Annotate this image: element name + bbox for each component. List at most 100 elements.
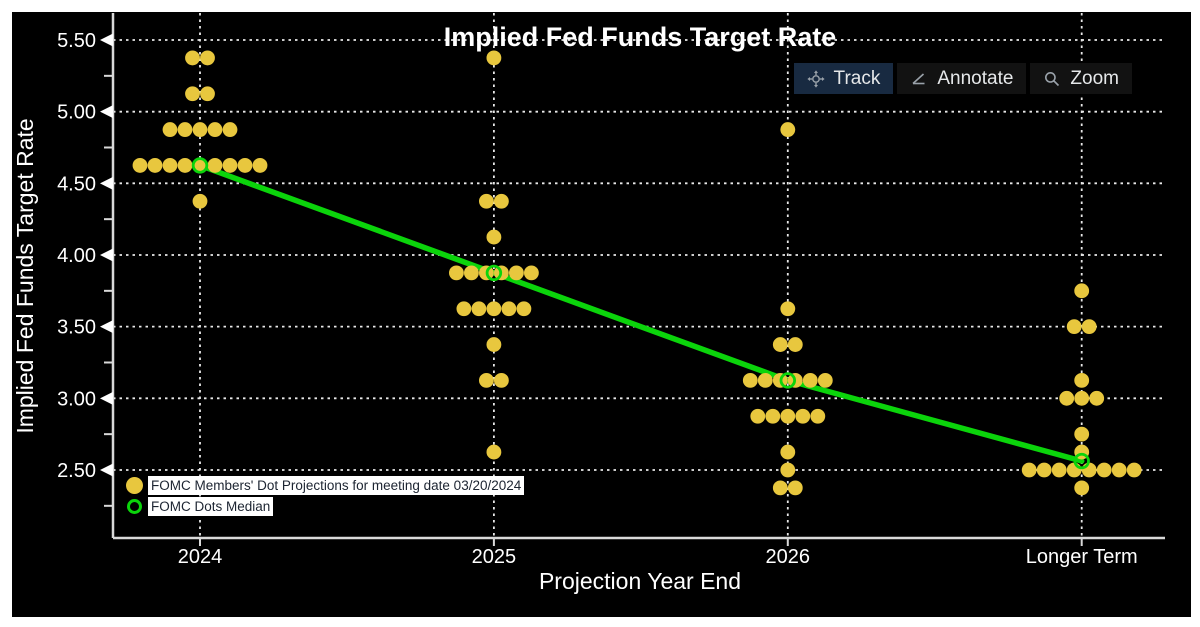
track-button-label: Track [833, 67, 881, 89]
projection-dot [1021, 462, 1037, 478]
projection-dot [494, 193, 509, 209]
projection-dot [479, 373, 494, 388]
projection-dot [222, 122, 238, 137]
projection-dot [1089, 390, 1105, 406]
projection-dot [147, 158, 163, 173]
projection-dot [780, 444, 796, 460]
projection-dot [780, 122, 796, 137]
y-tick-arrow [100, 176, 113, 190]
projection-dot [1074, 390, 1090, 406]
projection-dot [200, 86, 215, 102]
y-tick-arrow [100, 33, 113, 47]
projection-dot [765, 408, 781, 424]
projection-dot [252, 158, 268, 173]
projection-dot [1051, 462, 1067, 478]
projection-dot [486, 229, 502, 245]
projection-dot [509, 265, 524, 281]
projection-dot [222, 158, 238, 173]
x-axis-title: Projection Year End [539, 568, 741, 594]
y-tick-arrow [100, 248, 113, 262]
legend-item-dots-median[interactable]: FOMC Dots Median [125, 496, 524, 516]
projection-dot [162, 122, 178, 137]
projection-dot [1074, 283, 1090, 299]
projection-dot [471, 301, 487, 317]
x-tick-label: 2024 [178, 546, 223, 568]
chart-title: Implied Fed Funds Target Rate [444, 22, 837, 52]
track-button[interactable]: Track [793, 63, 894, 94]
median-ring [1073, 452, 1090, 470]
median-ring [779, 372, 797, 389]
zoom-button-label: Zoom [1070, 67, 1119, 89]
y-tick-arrow [100, 105, 113, 119]
projection-dot [177, 158, 193, 173]
annotate-button-label: Annotate [937, 67, 1014, 89]
projection-dot [486, 444, 502, 460]
projection-dot [456, 301, 472, 317]
y-axis-title: Implied Fed Funds Target Rate [12, 118, 38, 433]
projection-dot [1111, 462, 1127, 478]
annotate-button[interactable]: Annotate [897, 63, 1027, 94]
projection-dot [802, 373, 818, 388]
legend-item-label: FOMC Members' Dot Projections for meetin… [148, 475, 525, 495]
projection-dot [192, 122, 208, 137]
projection-dot [464, 265, 479, 281]
x-tick-label: 2025 [472, 546, 517, 568]
projection-dot [494, 373, 509, 388]
magnifier-icon [1045, 71, 1060, 86]
y-tick-arrow [100, 320, 113, 334]
y-tick-arrow [100, 391, 113, 405]
crosshair-icon [806, 69, 825, 88]
projection-dot [757, 373, 773, 388]
projection-dot [207, 158, 223, 173]
projection-dot [787, 480, 803, 496]
projection-dot [750, 408, 766, 424]
projection-dot [1074, 426, 1090, 442]
yellow-dot-legend-marker [125, 476, 144, 494]
projection-dot [1059, 390, 1075, 406]
projection-dot [1096, 462, 1112, 478]
projection-dot [185, 86, 200, 102]
projection-dot [780, 408, 796, 424]
y-tick-label: 3.00 [57, 388, 96, 410]
projection-dot [185, 50, 200, 66]
projection-dot [787, 337, 803, 352]
projection-dot [817, 373, 833, 388]
projection-dot [772, 337, 788, 352]
projection-dot [177, 122, 193, 137]
projection-dot [780, 301, 796, 317]
projection-dot [1066, 319, 1082, 335]
projection-dot [795, 408, 811, 424]
projection-dot [207, 122, 223, 137]
projection-dot [132, 158, 148, 173]
y-tick-arrow [100, 463, 113, 477]
median-ring [191, 157, 209, 174]
chart-legend: FOMC Members' Dot Projections for meetin… [125, 475, 525, 517]
projection-dot [1036, 462, 1052, 478]
projection-dot [162, 158, 178, 173]
projection-dot [486, 337, 502, 352]
median-ring [485, 264, 503, 282]
y-tick-label: 5.00 [57, 102, 96, 124]
projection-dot [780, 462, 796, 478]
y-tick-label: 4.50 [57, 173, 96, 195]
projection-dot [1081, 319, 1097, 335]
projection-dot [486, 301, 502, 317]
legend-item-dot-projections[interactable]: FOMC Members' Dot Projections for meetin… [125, 475, 525, 495]
median-line [197, 162, 1085, 464]
y-tick-label: 4.00 [57, 245, 96, 267]
projection-dot [486, 50, 502, 66]
projection-dot [449, 265, 464, 281]
green-ring-legend-marker [125, 498, 144, 514]
x-tick-label: Longer Term [1026, 546, 1138, 568]
projection-dot [1126, 462, 1142, 478]
projection-dot [516, 301, 532, 317]
projection-dot [200, 50, 215, 66]
projection-dot [192, 193, 208, 209]
projection-dot [1081, 462, 1097, 478]
projection-dot [810, 408, 826, 424]
x-tick-label: 2026 [766, 546, 811, 568]
zoom-button[interactable]: Zoom [1030, 63, 1132, 94]
projection-dot [772, 480, 788, 496]
projection-dot [1074, 480, 1090, 496]
